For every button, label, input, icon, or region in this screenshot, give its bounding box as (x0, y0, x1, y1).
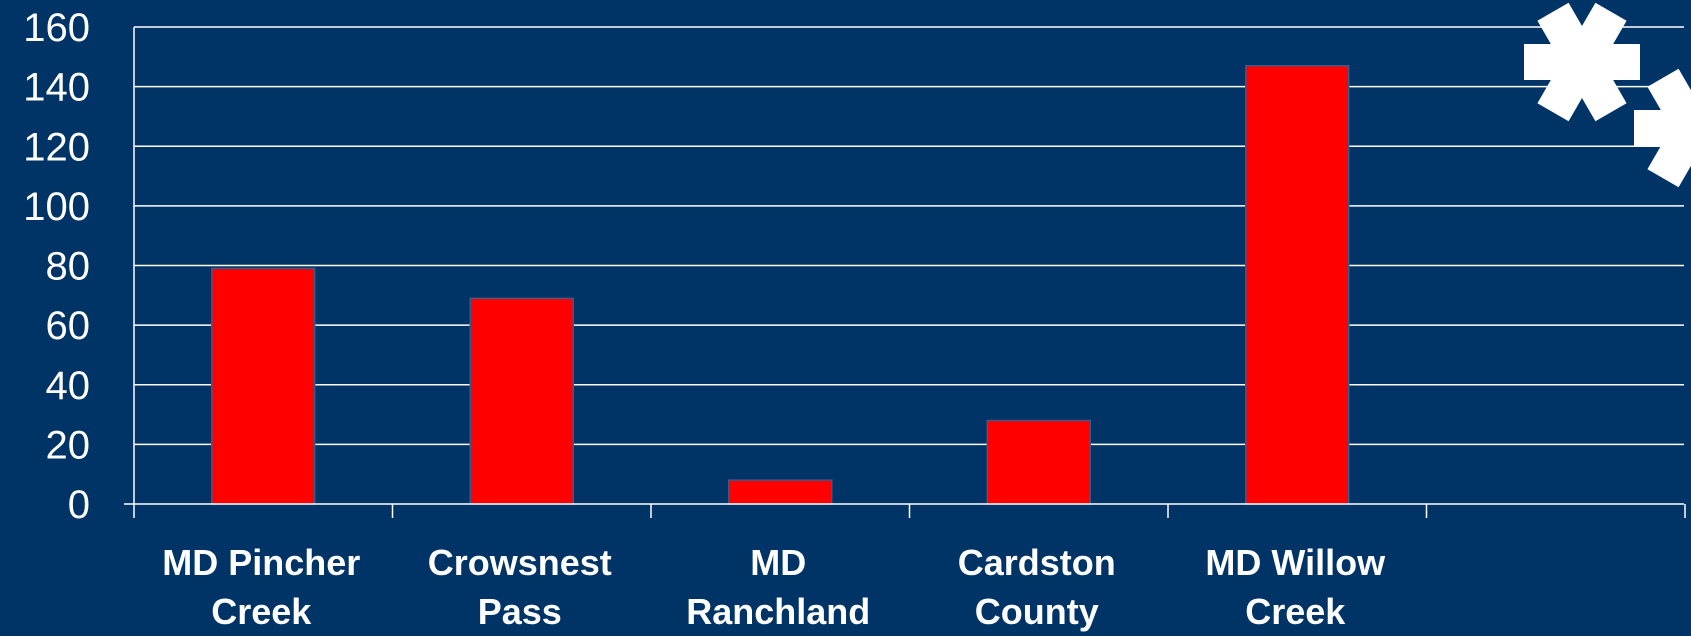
y-tick-label: 20 (46, 423, 91, 467)
x-tick-label: MD Pincher (162, 542, 360, 583)
axes (124, 27, 1686, 518)
y-tick-labels: 0 20 40 60 80 100 120 140 160 (23, 6, 90, 527)
x-tick-label: Pass (478, 591, 562, 632)
bar (469, 297, 574, 505)
y-tick-label: 160 (23, 6, 90, 50)
bar (211, 267, 316, 505)
y-tick-label: 60 (46, 304, 91, 348)
bar (728, 479, 833, 505)
x-tick-labels: MD Pincher Creek Crowsnest Pass MD Ranchland C… (162, 542, 1386, 632)
y-tick-label: 80 (46, 245, 91, 289)
y-tick-label: 100 (23, 185, 90, 229)
x-tick-label: Creek (211, 591, 312, 632)
bar (986, 419, 1091, 505)
y-tick-label: 40 (46, 364, 91, 408)
x-tick-label: Cardston (958, 542, 1116, 583)
bars (211, 65, 1350, 505)
y-tick-label: 140 (23, 66, 90, 110)
asterisk-arm (1537, 2, 1627, 122)
asterisk-arm (1647, 68, 1691, 188)
x-tick-label: Ranchland (686, 591, 870, 632)
x-tick-label: Crowsnest (428, 542, 612, 583)
y-tick-label: 120 (23, 125, 90, 169)
asterisk-arm (1647, 68, 1691, 188)
x-tick-label: Creek (1245, 591, 1346, 632)
asterisk-icon (1634, 68, 1691, 188)
asterisk-decorations (1524, 2, 1691, 188)
x-tick-label: MD (750, 542, 806, 583)
bar (1245, 65, 1350, 505)
gridlines (134, 26, 1684, 446)
asterisk-icon (1524, 2, 1640, 122)
y-tick-label: 0 (68, 483, 90, 527)
asterisk-arm (1634, 110, 1691, 146)
x-tick-label: MD Willow (1205, 542, 1386, 583)
x-tick-label: County (975, 591, 1099, 632)
